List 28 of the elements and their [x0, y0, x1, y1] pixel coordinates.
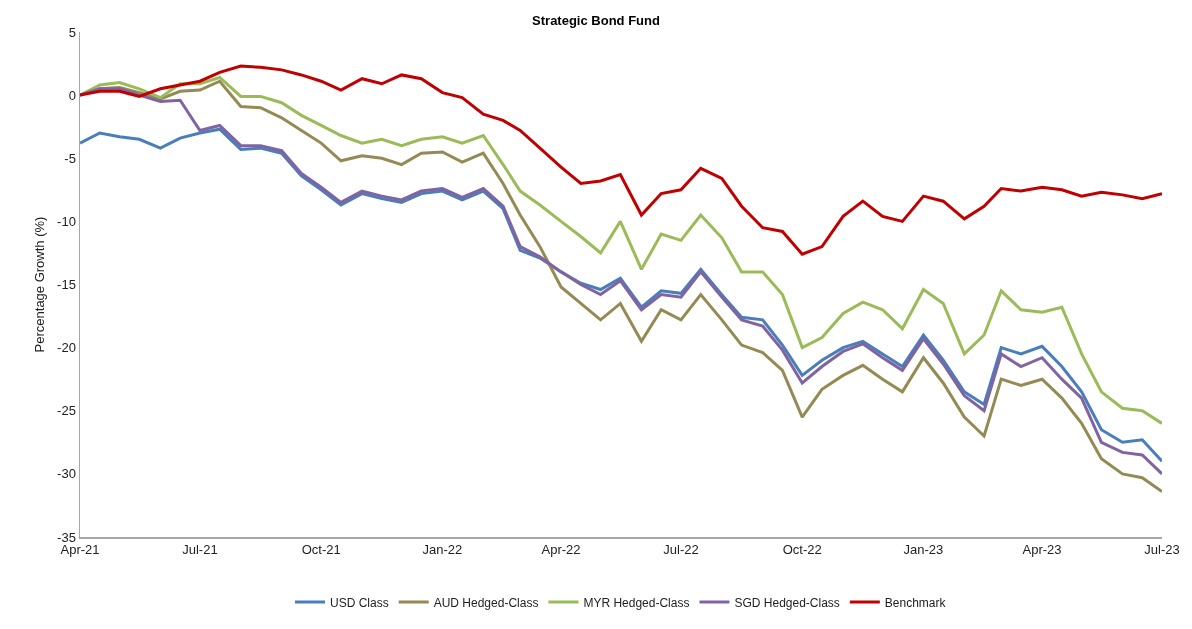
legend-label: MYR Hedged-Class — [583, 595, 690, 610]
x-tick-label: Apr-23 — [1022, 542, 1062, 558]
x-tick-label: Oct-22 — [782, 542, 822, 558]
y-tick-label: -5 — [64, 150, 76, 166]
y-tick-label: -35 — [57, 529, 76, 545]
x-tick-label: Jul-22 — [663, 542, 699, 558]
y-tick-label: -15 — [57, 277, 76, 293]
chart-title: Strategic Bond Fund — [532, 12, 660, 28]
x-tick-label: Apr-22 — [541, 542, 581, 558]
x-tick-label: Jan-22 — [422, 542, 463, 558]
x-tick-label: Jul-23 — [1144, 542, 1180, 558]
y-tick-label: -30 — [57, 466, 76, 482]
x-tick-label: Oct-21 — [301, 542, 341, 558]
y-axis-title: Percentage Growth (%) — [31, 216, 47, 353]
y-tick-label: -25 — [57, 403, 76, 419]
y-tick-label: 0 — [68, 87, 76, 103]
line-series — [80, 75, 1162, 425]
x-tick-label: Jan-23 — [903, 542, 944, 558]
y-tick-label: 5 — [68, 24, 76, 40]
line-series — [80, 64, 1162, 256]
y-tick-label: -20 — [57, 340, 76, 356]
legend-label: AUD Hedged-Class — [433, 595, 539, 610]
y-tick-label: -10 — [57, 213, 76, 229]
legend-label: USD Class — [330, 595, 389, 610]
legend-label: SGD Hedged-Class — [734, 595, 840, 610]
legend-label: Benchmark — [884, 595, 947, 610]
x-tick-label: Apr-21 — [60, 542, 100, 558]
x-tick-label: Jul-21 — [182, 542, 218, 558]
